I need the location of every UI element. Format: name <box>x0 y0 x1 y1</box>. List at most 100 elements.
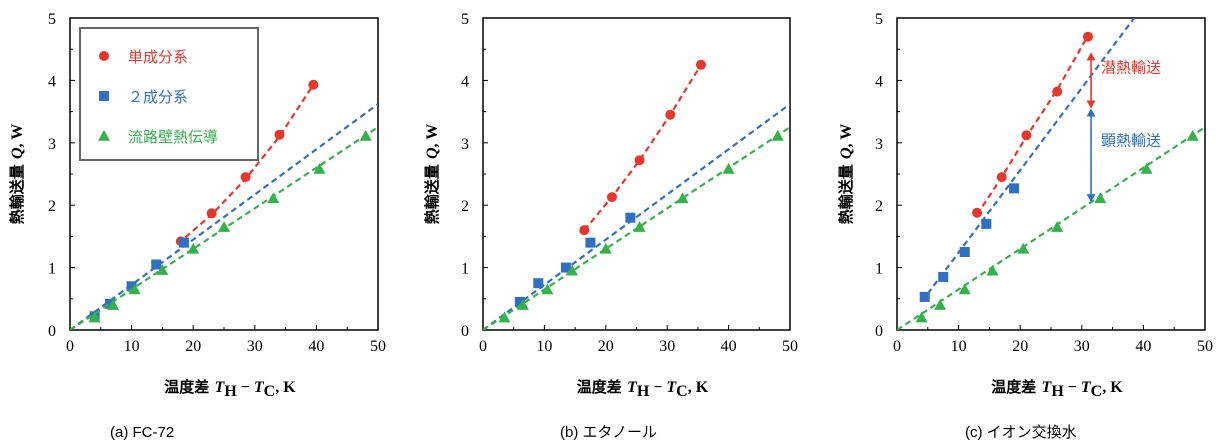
y-tick-label: 5 <box>48 11 56 28</box>
data-point-triangle <box>267 192 280 204</box>
y-tick-label: 1 <box>875 261 883 278</box>
y-axis-label: 熱輸送量 Q, W <box>8 124 26 225</box>
data-point-triangle <box>541 283 554 295</box>
y-tick-label: 2 <box>461 198 469 215</box>
data-point-triangle <box>1094 192 1107 204</box>
data-point-circle <box>1082 31 1093 42</box>
x-tick-label: 20 <box>185 338 201 355</box>
panel-c: 0 10 20 30 40 50 0 1 2 3 4 5 温度差 TH − TC, K 熱輸送量 Q, W… <box>837 11 1213 441</box>
data-point-square <box>981 218 992 229</box>
data-point-square <box>560 262 571 273</box>
y-tick-label: 1 <box>48 261 56 278</box>
x-tick-label: 10 <box>124 338 140 355</box>
data-point-circle <box>634 155 645 166</box>
data-point-square <box>514 296 525 307</box>
data-point-triangle <box>313 163 326 174</box>
fit-line-square <box>483 103 790 330</box>
data-point-triangle <box>128 283 141 295</box>
data-point-square <box>178 237 189 248</box>
legend-marker-circle <box>99 51 109 61</box>
data-point-square <box>1009 183 1020 194</box>
y-axis-label: 熱輸送量 Q, W <box>837 124 855 225</box>
fit-line-circle <box>583 64 702 231</box>
data-point-triangle <box>1051 221 1064 232</box>
data-point-triangle <box>676 192 689 204</box>
data-point-square <box>533 278 544 289</box>
plot-frame <box>482 17 791 331</box>
x-tick-label: 30 <box>247 338 263 355</box>
data-point-circle <box>1052 86 1063 97</box>
data-point-square <box>126 281 137 292</box>
data-point-triangle <box>156 264 169 275</box>
fit-line-square <box>920 18 1136 303</box>
panel-caption: (a) FC-72 <box>110 424 174 441</box>
legend-entry: 単成分系 <box>128 48 188 66</box>
x-tick-label: 40 <box>721 338 737 355</box>
data-point-triangle <box>633 221 646 232</box>
annotation-arrowhead <box>1086 194 1096 203</box>
data-point-circle <box>1021 130 1032 141</box>
data-point-circle <box>695 59 706 70</box>
legend-marker-triangle <box>98 130 110 141</box>
data-point-circle <box>606 192 617 203</box>
annotation-label: 顕熱輸送 <box>1101 131 1161 149</box>
data-point-square <box>959 247 970 257</box>
y-tick-label: 3 <box>875 136 883 153</box>
data-point-circle <box>240 172 251 183</box>
annotation-arrowhead <box>1086 108 1096 117</box>
legend-box <box>79 27 259 161</box>
annotation-arrowhead <box>1086 100 1096 109</box>
annotation-label: 潜熱輸送 <box>1101 58 1161 76</box>
x-axis-label: 温度差 TH − TC, K <box>164 378 296 400</box>
y-tick-label: 5 <box>875 11 883 28</box>
data-point-triangle <box>566 264 579 276</box>
x-tick-label: 20 <box>1012 338 1028 355</box>
panel-caption: (c) イオン交換水 <box>965 423 1077 441</box>
legend-entry: ２成分系 <box>128 88 188 106</box>
data-point-triangle <box>958 283 971 295</box>
data-point-circle <box>665 109 676 120</box>
x-tick-label: 0 <box>893 338 901 355</box>
y-tick-label: 1 <box>461 261 469 278</box>
x-axis-label: 温度差 TH − TC, K <box>991 378 1123 400</box>
data-point-circle <box>206 208 217 219</box>
data-point-triangle <box>107 299 120 310</box>
data-point-triangle <box>986 264 999 276</box>
data-point-triangle <box>599 242 612 254</box>
y-tick-label: 0 <box>48 323 56 340</box>
data-point-square <box>938 271 949 282</box>
y-tick-label: 3 <box>461 136 469 153</box>
data-point-triangle <box>359 129 372 141</box>
x-tick-label: 10 <box>951 338 967 355</box>
data-point-triangle <box>915 311 928 323</box>
y-axis-label: 熱輸送量 Q, W <box>423 124 441 225</box>
x-tick-label: 40 <box>308 338 324 355</box>
data-point-triangle <box>771 129 784 141</box>
data-point-square <box>919 291 930 302</box>
data-point-triangle <box>187 242 200 254</box>
y-tick-label: 0 <box>461 323 469 340</box>
legend-marker-square <box>99 91 109 101</box>
data-point-circle <box>274 129 285 140</box>
data-point-square <box>585 237 596 248</box>
fit-line-circle <box>976 34 1089 216</box>
fit-line-square <box>70 103 378 330</box>
legend-entry: 流路壁熱伝導 <box>128 128 218 146</box>
panel-a: 0 10 20 30 40 50 0 1 2 3 4 5 温度差 TH − TC, K 熱輸送量 Q, W… <box>8 11 386 441</box>
x-tick-label: 30 <box>659 338 675 355</box>
x-tick-label: 30 <box>1074 338 1090 355</box>
data-point-square <box>151 259 162 270</box>
panel-caption: (b) エタノール <box>560 424 657 441</box>
data-point-triangle <box>1140 163 1153 174</box>
data-point-triangle <box>934 299 947 310</box>
y-tick-label: 2 <box>875 198 883 215</box>
y-tick-label: 3 <box>48 136 56 153</box>
data-point-circle <box>996 172 1007 183</box>
x-tick-label: 0 <box>66 338 74 355</box>
panel-b: 0 10 20 30 40 50 0 1 2 3 4 5 温度差 TH − TC, K 熱輸送量 Q, W… <box>423 11 798 441</box>
data-point-triangle <box>218 221 230 232</box>
annotation-arrowhead <box>1086 52 1096 61</box>
x-tick-label: 50 <box>370 338 386 355</box>
y-tick-label: 2 <box>48 198 56 215</box>
